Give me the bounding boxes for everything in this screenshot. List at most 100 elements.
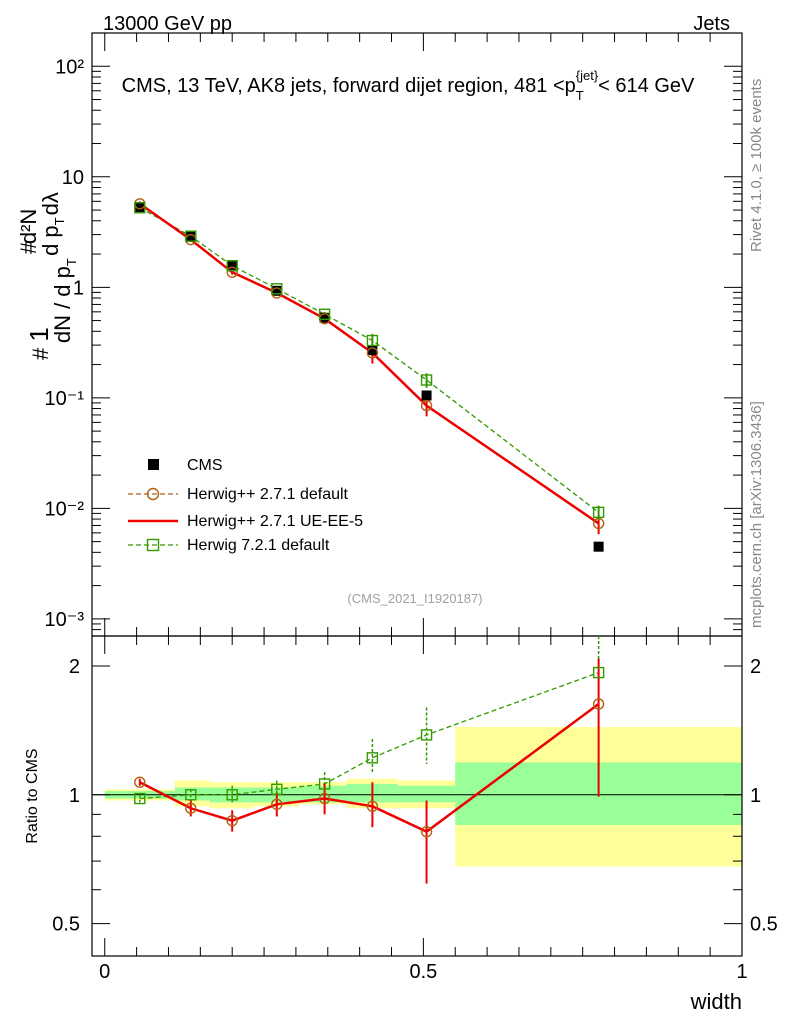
title-text: CMS, 13 TeV, AK8 jets, forward dijet reg… [122, 75, 576, 97]
main-y-tick-label: 10² [55, 56, 84, 78]
main-y-tick-label: 10⁻³ [45, 609, 85, 631]
ratio-herwigpp-point [185, 802, 197, 814]
herwig7-point [592, 506, 605, 519]
legend-cms-marker [148, 459, 159, 470]
ytitle-dpt: d p [38, 225, 63, 256]
herwig7-point [366, 334, 379, 347]
analysis-tag: (CMS_2021_I1920187) [347, 591, 482, 606]
herwig7-point [271, 283, 283, 295]
cms-data-point [134, 202, 145, 213]
ratio-herwigpp-point [592, 698, 605, 710]
ratio-y-tick-label: 1 [69, 785, 80, 807]
ytitle-dlambda: dλ [38, 192, 63, 215]
legend-herwig7-marker [146, 538, 160, 552]
herwig7-point [185, 230, 197, 242]
ratio-uncertainty-bands [104, 727, 742, 867]
ratio-panel: 0.5 0.51 12 2 0 0.5 1 [52, 635, 778, 983]
ratio-herwig7-point [185, 789, 197, 801]
ytitle-hash1: # [28, 342, 53, 360]
legend-herwig7-label: Herwig 7.2.1 default [187, 537, 330, 554]
ratio-herwigpp-point [271, 798, 283, 811]
herwigpp-default-point [226, 266, 238, 278]
ratio-herwigpp-point [318, 792, 331, 805]
legend: CMS Herwig++ 2.7.1 default Herwig++ 2.7.… [128, 457, 363, 554]
main-axis-ticks [92, 32, 743, 637]
ratio-y-tick-label-right: 1 [750, 785, 761, 807]
ratio-herwig7-point [318, 778, 331, 790]
x-tick-label: 0 [99, 961, 110, 983]
ratio-frame [91, 635, 743, 957]
rivet-version-label: Rivet 4.1.0, ≥ 100k events [748, 79, 765, 252]
title-sup-jet: {jet} [576, 68, 599, 83]
ratio-herwigpp-point [420, 825, 433, 838]
herwig7-point [420, 374, 433, 386]
x-axis-title: width [690, 989, 742, 1014]
main-panel: 10⁻³ 10⁻² 10⁻¹ 1 10 10² [45, 32, 743, 637]
herwigpp-default-point [592, 517, 605, 530]
ratio-herwigpp-point [226, 814, 238, 827]
main-y-tick-label: 10⁻¹ [45, 388, 85, 410]
ratio-herwig7-point [271, 783, 283, 795]
title-sub-T: T [576, 88, 584, 103]
x-tick-label: 0.5 [409, 961, 437, 983]
cms-data-point [367, 345, 378, 356]
cms-data-point [227, 261, 238, 272]
header-right: Jets [693, 13, 730, 35]
herwigpp-default-point [420, 399, 433, 412]
main-y-tick-labels: 10⁻³ 10⁻² 10⁻¹ 1 10 10² [45, 56, 85, 631]
main-y-title: # 1dN / d pT#d pTdλd²N [16, 192, 79, 360]
cms-data-point [421, 390, 432, 401]
cms-data-point [593, 541, 604, 552]
main-series [134, 198, 605, 552]
ratio-band-inner [397, 785, 456, 803]
legend-herwigpp-default-label: Herwig++ 2.7.1 default [187, 486, 349, 503]
ratio-herwig7-line [139, 671, 599, 800]
ytitle-denominator: dN / d p [50, 266, 75, 343]
ratio-band-inner [174, 787, 210, 801]
ytitle-one-over: 1 [24, 327, 54, 341]
ratio-series [134, 636, 605, 884]
title-tail: < 614 GeV [598, 75, 695, 97]
main-y-tick-label: 10⁻² [45, 498, 85, 520]
main-y-tick-label: 1 [73, 277, 84, 299]
header-left: 13000 GeV pp [103, 13, 232, 35]
ytitle-sub-T1: T [64, 258, 79, 266]
ratio-herwig7-point [226, 789, 238, 801]
ratio-y-tick-label: 2 [69, 656, 80, 678]
cms-data-point [319, 312, 330, 323]
herwigpp-ueee5-line [139, 202, 600, 525]
main-y-title-text: # 1dN / d pT#d pTdλd²N [16, 192, 79, 360]
ratio-herwig7-point [420, 729, 433, 741]
x-tick-label: 1 [736, 961, 747, 983]
main-y-tick-label: 10 [62, 167, 84, 189]
ratio-herwig7-point [366, 752, 379, 764]
ytitle-d2n: d²N [16, 209, 41, 244]
ytitle-sub-T2: T [52, 217, 67, 225]
herwig7-line [139, 207, 600, 513]
cms-data-point [185, 231, 196, 242]
ytitle-hash2: # [16, 241, 41, 254]
legend-herwigpp-default-marker [146, 487, 160, 501]
herwig7-point [318, 308, 331, 320]
legend-herwigpp-ueee5-label: Herwig++ 2.7.1 UE-EE-5 [187, 513, 363, 530]
ratio-y-tick-labels: 0.5 0.5 1 1 2 2 [52, 656, 778, 936]
mcplots-label: mcplots.cern.ch [arXiv:1306.3436] [748, 401, 765, 628]
cms-data-point [271, 285, 282, 296]
x-tick-labels: 0 0.5 1 [99, 961, 747, 983]
herwig7-point [226, 259, 238, 272]
herwigpp-default-point [366, 347, 379, 359]
ratio-y-tick-label-right: 2 [750, 656, 761, 678]
herwig7-point [134, 202, 146, 214]
ratio-herwig7-point [592, 666, 605, 679]
ratio-herwigpp-point [366, 800, 379, 812]
ratio-y-tick-label: 0.5 [52, 914, 80, 936]
ratio-axis-ticks [92, 636, 743, 956]
ratio-herwig7-point [134, 792, 146, 805]
ratio-y-title: Ratio to CMS [24, 748, 41, 843]
plot-title: CMS, 13 TeV, AK8 jets, forward dijet reg… [122, 68, 695, 103]
ratio-herwigpp-ueee5-line [139, 702, 600, 834]
ratio-herwigpp-point [134, 776, 146, 788]
ratio-y-tick-label-right: 0.5 [750, 914, 778, 936]
legend-cms-label: CMS [187, 457, 223, 474]
